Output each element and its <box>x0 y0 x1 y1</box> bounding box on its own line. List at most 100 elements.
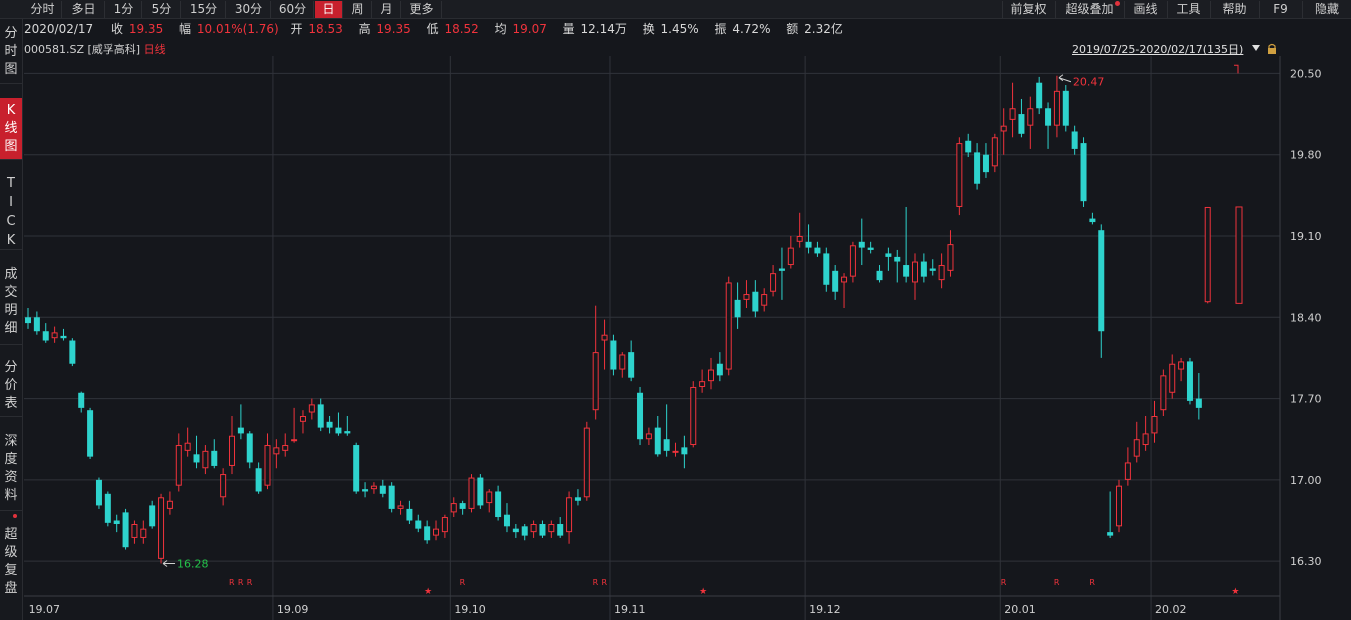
candle-body-down <box>654 427 661 455</box>
tab-30min[interactable]: 30分 <box>227 1 271 18</box>
sidebar-char: 级 <box>4 545 18 560</box>
amount-value: 2.32亿 <box>804 22 843 36</box>
close-value: 19.35 <box>128 22 164 36</box>
sidebar-item-deep-data[interactable]: 深度资料 <box>0 429 22 511</box>
candle-body-down <box>903 265 910 277</box>
tab-5min[interactable]: 5分 <box>143 1 181 18</box>
candle-body-up <box>397 505 404 509</box>
marker-r-label: R <box>602 578 608 587</box>
candle-body-down <box>211 450 218 466</box>
candle-body-down <box>122 512 129 548</box>
sidebar-char: K <box>6 233 16 248</box>
candle-body-down <box>78 392 85 408</box>
sidebar-item-super-review[interactable]: 超级复盘 <box>0 522 22 606</box>
super-overlay-button[interactable]: 超级叠加 <box>1055 1 1123 18</box>
lock-icon[interactable] <box>1268 48 1276 54</box>
candle-body-down <box>326 421 333 428</box>
volume-value: 12.14万 <box>580 22 627 36</box>
candle-body-up <box>1142 433 1149 446</box>
hide-button[interactable]: 隐藏 <box>1302 1 1351 18</box>
candle-body-up <box>938 265 945 281</box>
candle-body-down <box>415 520 422 529</box>
marker-r-label: R <box>1089 578 1095 587</box>
tab-weekly[interactable]: 周 <box>344 1 372 18</box>
candle-body-up <box>175 445 182 486</box>
x-tick-label: 20.02 <box>1155 603 1187 616</box>
tools-button[interactable]: 工具 <box>1167 1 1209 18</box>
min-arrow-icon <box>162 560 176 567</box>
sidebar-notification-dot <box>13 514 17 518</box>
candle-body-up <box>370 485 377 490</box>
candle-body-up <box>1151 416 1158 434</box>
range-dropdown-icon[interactable] <box>1252 45 1260 51</box>
candle-body-down <box>424 526 431 541</box>
sidebar-char: 明 <box>4 303 18 318</box>
marker-r-label: R <box>238 578 244 587</box>
candle-body-up <box>1027 108 1034 126</box>
y-tick-label: 16.30 <box>1290 555 1322 568</box>
date-range[interactable]: 2019/07/25-2020/02/17(135日) <box>1072 41 1243 57</box>
candle-body-down <box>814 247 821 254</box>
candle-body-up <box>912 261 918 283</box>
tab-monthly[interactable]: 月 <box>373 1 401 18</box>
candle-body-down <box>87 410 94 457</box>
help-button[interactable]: 帮助 <box>1210 1 1258 18</box>
candle-body-down <box>69 340 76 364</box>
candle-body-up <box>841 276 848 283</box>
candle-body-up <box>1178 361 1185 370</box>
candle-body-down <box>1018 114 1025 134</box>
change-label: 幅 <box>179 22 192 36</box>
candle-body-up <box>619 354 626 370</box>
candle-body-up <box>1160 375 1167 411</box>
candle-body-down <box>60 335 67 339</box>
candle-body-up <box>699 381 706 387</box>
high-value: 19.35 <box>376 22 411 36</box>
candle-body-up <box>441 517 448 533</box>
candle-body-down <box>317 404 324 428</box>
tab-60min[interactable]: 60分 <box>272 1 314 18</box>
marker-r-label: R <box>1054 578 1060 587</box>
candle-body-down <box>477 477 484 506</box>
candle-body-up <box>1133 439 1140 457</box>
candle-body-up <box>592 352 599 411</box>
tab-multi-day[interactable]: 多日 <box>63 1 105 18</box>
top-toolbar: 分时 多日 1分 5分 15分 30分 60分 日 周 月 更多 前复权 超级叠… <box>0 0 1351 19</box>
candle-body-down <box>1071 131 1078 149</box>
candle-body-up <box>140 528 147 538</box>
candle-body-down <box>574 497 581 501</box>
candle-body-up <box>450 503 457 513</box>
candle-body-down <box>885 253 892 257</box>
tab-fenshi[interactable]: 分时 <box>24 1 62 18</box>
period-label: 日线 <box>143 43 166 56</box>
adjust-forward-button[interactable]: 前复权 <box>1002 1 1054 18</box>
candle-body-down <box>25 317 31 324</box>
candle-body-down <box>33 317 40 332</box>
candle-body-down <box>495 491 502 518</box>
draw-line-button[interactable]: 画线 <box>1124 1 1166 18</box>
y-axis: 20.50 19.80 19.10 18.40 17.70 17.00 16.30 <box>1279 56 1322 620</box>
x-tick-label: 19.07 <box>29 603 60 616</box>
x-tick-label: 19.12 <box>809 603 841 616</box>
candle-body-up <box>486 491 493 504</box>
tab-1min[interactable]: 1分 <box>106 1 142 18</box>
tab-more[interactable]: 更多 <box>402 1 442 18</box>
f9-button[interactable]: F9 <box>1259 1 1301 18</box>
sidebar-item-price-table[interactable]: 分价表 <box>0 355 22 417</box>
sidebar-char: 交 <box>4 285 18 300</box>
sidebar-item-trade-detail[interactable]: 成交明细 <box>0 262 22 345</box>
x-tick-label: 20.01 <box>1004 603 1036 616</box>
candle-body-up <box>956 143 963 207</box>
candle-body-down <box>379 485 386 494</box>
tab-15min[interactable]: 15分 <box>182 1 226 18</box>
corner-mark-icon <box>1234 64 1239 74</box>
sidebar-char: C <box>6 214 16 229</box>
tab-daily[interactable]: 日 <box>315 1 343 18</box>
candle-body-down <box>1062 90 1069 126</box>
range-controls <box>1252 43 1276 54</box>
sidebar-char: 盘 <box>4 581 18 596</box>
sidebar-item-fenshi[interactable]: 分时图 <box>0 21 22 84</box>
